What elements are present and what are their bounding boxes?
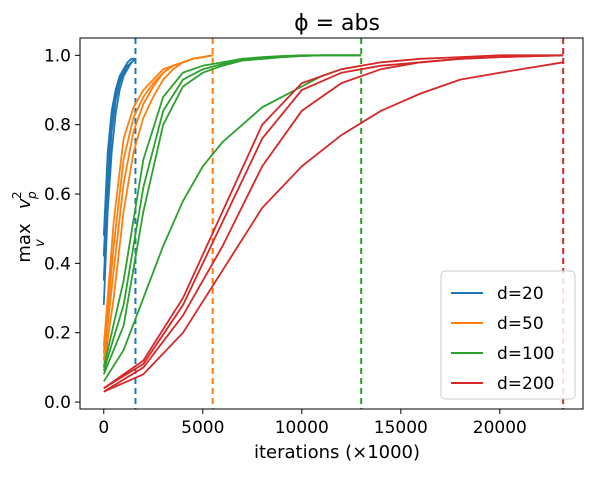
legend-label-d=200: d=200	[497, 374, 554, 394]
y-axis-label-under: v	[33, 239, 48, 247]
legend-box	[440, 270, 576, 400]
series-line-d=20-run-4	[102, 57, 136, 236]
series-line-d=20-run-3	[102, 58, 137, 257]
series-line-d=200-run-1	[103, 61, 564, 393]
series-line-d=100-run-1	[103, 64, 362, 382]
axes: 0 5000 10000 15000 20000 0.0 0.2 0.4 0.6 0.8 1.0	[44, 37, 584, 438]
series-line-d=100-run-4	[102, 54, 362, 368]
y-tick-label: 0.0	[44, 393, 71, 413]
x-tick-label: 10000	[275, 418, 329, 438]
series-line-d=50-run-3	[102, 54, 213, 354]
x-tick-label: 20000	[473, 418, 527, 438]
y-tick-label: 0.8	[44, 116, 71, 136]
y-axis-label-sub: p	[25, 191, 39, 200]
series-line-d=100-run-2	[102, 54, 362, 375]
plot-area	[102, 38, 565, 409]
series-d=200	[103, 38, 565, 409]
legend: d=20 d=50 d=100 d=200	[440, 270, 576, 400]
series-d=100	[102, 38, 363, 409]
y-tick-label: 0.6	[44, 185, 71, 205]
y-tick-label: 0.2	[44, 324, 71, 344]
chart-title: ϕ = abs	[294, 11, 380, 36]
series-d=20	[102, 38, 137, 409]
legend-label-d=100: d=100	[497, 344, 554, 364]
y-tick-label: 0.4	[44, 254, 71, 274]
series-line-d=200-run-4	[103, 54, 564, 389]
series-d=50	[102, 38, 214, 409]
series-line-d=200-run-3	[103, 54, 564, 389]
legend-label-d=50: d=50	[497, 314, 544, 334]
series-line-d=50-run-4	[102, 54, 213, 347]
legend-label-d=20: d=20	[497, 284, 544, 304]
plot-frame	[79, 37, 584, 410]
y-tick-label: 1.0	[44, 46, 71, 66]
y-axis-label-max: max	[14, 223, 35, 263]
x-tick-label: 5000	[181, 418, 224, 438]
x-tick-label: 0	[98, 418, 109, 438]
x-tick-label: 15000	[374, 418, 428, 438]
y-axis-label-sup: 2	[10, 191, 24, 199]
y-axis-label-var: v	[14, 198, 35, 209]
x-axis-label: iterations (×1000)	[254, 442, 420, 463]
